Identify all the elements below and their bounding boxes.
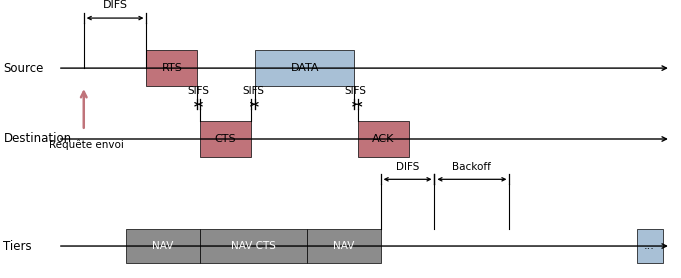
Text: Requête envoi: Requête envoi	[49, 139, 124, 150]
Text: DIFS: DIFS	[396, 162, 419, 172]
Text: DIFS: DIFS	[103, 0, 127, 10]
Bar	[255, 50, 354, 86]
Text: RTS: RTS	[161, 63, 183, 73]
Text: Source: Source	[3, 62, 44, 75]
Bar	[358, 121, 409, 157]
Bar	[126, 229, 200, 263]
Bar	[307, 229, 381, 263]
Bar	[146, 50, 197, 86]
Text: NAV: NAV	[333, 241, 355, 251]
Text: Destination: Destination	[3, 133, 72, 145]
Text: NAV CTS: NAV CTS	[231, 241, 276, 251]
Text: Tiers: Tiers	[3, 240, 32, 252]
Text: NAV: NAV	[152, 241, 174, 251]
Bar	[200, 121, 251, 157]
Bar	[200, 229, 307, 263]
Text: SIFS: SIFS	[242, 86, 264, 96]
Text: ACK: ACK	[372, 134, 394, 144]
Bar	[637, 229, 663, 263]
Text: SIFS: SIFS	[345, 86, 367, 96]
Text: CTS: CTS	[215, 134, 236, 144]
Text: DATA: DATA	[291, 63, 319, 73]
Text: SIFS: SIFS	[187, 86, 210, 96]
Text: Backoff: Backoff	[452, 162, 492, 172]
Text: ...: ...	[644, 241, 655, 251]
